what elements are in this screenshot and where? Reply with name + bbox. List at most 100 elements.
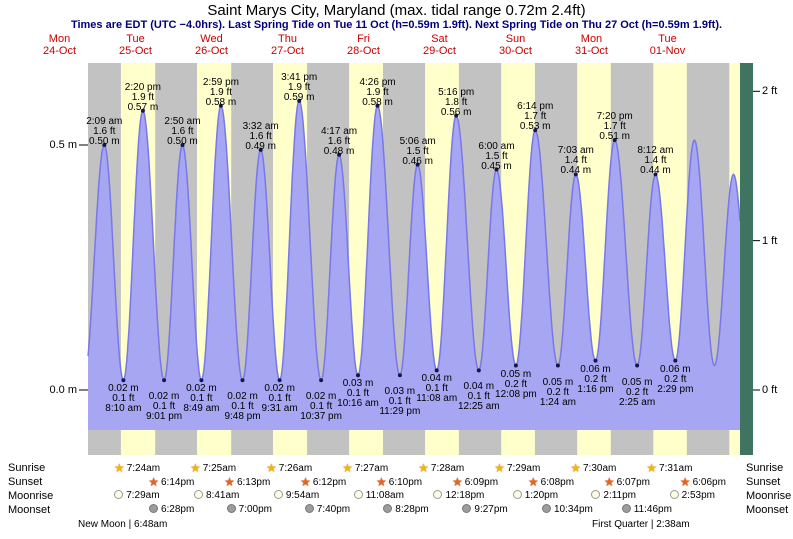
sunrise-star-icon: ★ <box>494 461 505 475</box>
high-tide-annotation: 2:09 am 1.6 ft 0.50 m <box>86 116 123 147</box>
moonset-circle-icon <box>541 504 551 513</box>
sunset-time: ★ 6:14pm <box>148 475 195 489</box>
y-axis-label-ft: 0 ft <box>762 384 778 396</box>
high-tide-marker <box>180 143 185 147</box>
high-tide-marker <box>375 103 380 108</box>
high-tide-marker <box>573 172 578 177</box>
sunrise-star-icon: ★ <box>570 461 581 475</box>
moonset-time: 11:46pm <box>621 504 672 516</box>
high-tide-annotation: 2:59 pm 1.9 ft 0.58 m <box>202 76 239 108</box>
sunset-star-icon: ★ <box>527 475 539 489</box>
sunset-time: ★ 6:07pm <box>603 475 650 489</box>
y-axis-label-m: 0.5 m <box>49 139 77 151</box>
low-tide-annotation: 0.04 m 0.1 ft 12:25 am <box>457 381 500 413</box>
moonset-circle-icon <box>148 504 158 513</box>
moonrise-row-label-left: Moonrise <box>8 490 54 502</box>
low-tide-marker <box>513 363 518 368</box>
low-tide-marker <box>240 378 245 383</box>
high-tide-marker <box>415 162 420 167</box>
moonrise-circle-icon <box>273 490 283 499</box>
sunrise-time: ★ 7:30am <box>570 461 617 475</box>
high-tide-marker <box>533 128 538 133</box>
sunrise-time: ★ 7:25am <box>189 461 237 475</box>
sunset-star-icon: ★ <box>603 475 615 489</box>
moonrise-time: 7:29am <box>114 490 160 502</box>
sunset-time: ★ 6:10pm <box>376 475 423 489</box>
high-tide-marker <box>612 138 617 143</box>
high-tide-annotation: 8:12 am 1.4 ft 0.44 m <box>637 145 674 177</box>
high-tide-marker <box>653 172 658 177</box>
high-tide-annotation: 6:14 pm 1.7 ft 0.53 m <box>517 101 554 133</box>
day-label: Mon 31-Oct <box>574 33 608 57</box>
low-tide-marker <box>397 373 402 378</box>
sunrise-star-icon: ★ <box>113 461 125 475</box>
y-axis-label-ft: 2 ft <box>762 85 778 98</box>
sunset-time: ★ 6:12pm <box>300 475 347 489</box>
day-label: Mon 24-Oct <box>42 33 76 57</box>
moonset-time: 10:34pm <box>541 504 593 516</box>
day-label: Thu 27-Oct <box>270 33 304 57</box>
moonrise-time: 8:41am <box>193 490 239 502</box>
low-tide-annotation: 0.02 m 0.1 ft 9:48 pm <box>224 391 261 423</box>
low-tide-marker <box>434 368 439 373</box>
sunrise-time: ★ 7:28am <box>418 461 465 475</box>
high-tide-marker <box>454 113 459 118</box>
moonset-time: 6:28pm <box>148 504 194 516</box>
moonset-time: 7:40pm <box>304 504 350 516</box>
sunset-star-icon: ★ <box>451 475 463 489</box>
low-tide-marker <box>319 378 324 383</box>
high-tide-marker <box>258 147 263 152</box>
sunrise-time: ★ 7:26am <box>266 461 313 475</box>
high-tide-annotation: 4:17 am 1.6 ft 0.48 m <box>320 125 358 157</box>
high-tide-marker <box>297 98 302 103</box>
moonrise-circle-icon <box>669 490 679 499</box>
sunset-time: ★ 6:08pm <box>527 475 575 489</box>
moonset-row-label-left: Moonset <box>8 504 51 516</box>
low-tide-marker <box>162 378 167 383</box>
moonset-circle-icon <box>621 504 631 513</box>
day-label: Tue 25-Oct <box>118 33 152 57</box>
high-tide-marker <box>218 103 223 108</box>
moonset-time: 9:27pm <box>462 504 508 516</box>
low-tide-annotation: 0.06 m 0.2 ft 1:16 pm <box>577 363 614 395</box>
moonset-circle-icon <box>226 504 236 513</box>
day-label: Tue 01-Nov <box>649 33 686 57</box>
moonset-row-label-right: Moonset <box>746 504 789 516</box>
tide-area <box>88 100 740 431</box>
moonrise-circle-icon <box>433 490 443 499</box>
moonrise-circle-icon <box>114 490 124 499</box>
moonrise-circle-icon <box>353 490 363 499</box>
moonset-time: 7:00pm <box>226 504 272 516</box>
high-tide-marker <box>102 143 107 147</box>
moonrise-time: 1:20pm <box>512 490 558 502</box>
low-tide-annotation: 0.02 m 0.1 ft 8:10 am <box>105 383 142 415</box>
moonrise-time: 2:11pm <box>591 490 636 502</box>
high-tide-marker <box>337 152 342 157</box>
low-tide-marker <box>593 358 598 363</box>
moonrise-time: 11:08am <box>353 490 404 502</box>
low-tide-marker <box>476 368 481 373</box>
sunrise-time: ★ 7:31am <box>646 461 693 475</box>
low-tide-annotation: 0.02 m 0.1 ft 9:01 pm <box>145 391 183 423</box>
moonset-circle-icon <box>383 504 393 513</box>
sunset-row-label-right: Sunset <box>746 476 781 488</box>
low-tide-marker <box>356 373 360 378</box>
sunset-time: ★ 6:09pm <box>451 475 499 489</box>
sunset-row-label-left: Sunset <box>8 476 43 488</box>
high-tide-annotation: 5:16 pm 1.8 ft 0.56 m <box>438 86 475 118</box>
low-tide-annotation: 0.02 m 0.1 ft 10:37 pm <box>300 391 342 423</box>
y-axis-label-ft: 1 ft <box>762 234 778 247</box>
moonset-circle-icon <box>462 504 472 513</box>
high-tide-marker <box>494 167 499 172</box>
low-tide-marker <box>635 363 640 368</box>
page-subtitle: Times are EDT (UTC −4.0hrs). Last Spring… <box>70 19 723 31</box>
y-axis-label-m: 0.0 m <box>49 384 77 396</box>
low-tide-marker <box>555 363 560 368</box>
sunset-star-icon: ★ <box>148 475 159 489</box>
sunrise-time: ★ 7:24am <box>113 461 161 475</box>
moonset-circle-icon <box>304 504 314 513</box>
sunrise-time: ★ 7:29am <box>494 461 541 475</box>
moonrise-time: 12:18pm <box>433 490 484 502</box>
